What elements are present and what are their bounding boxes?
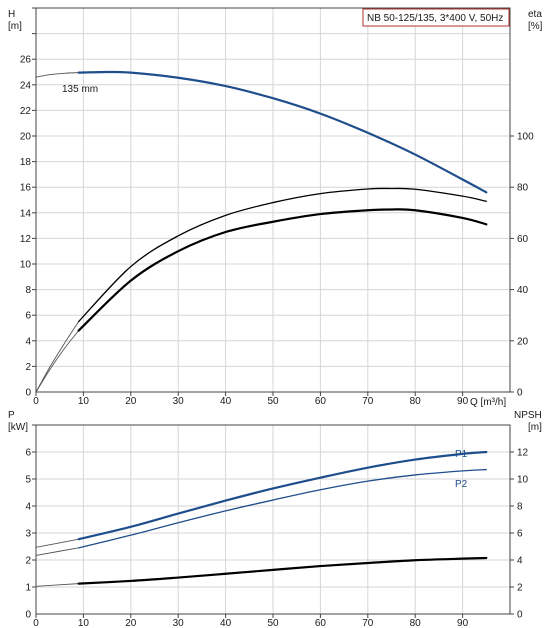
x-tick-label: 30: [173, 618, 185, 628]
y-left-tick-label: 6: [25, 311, 31, 322]
y-left-tick-label: 8: [25, 285, 31, 296]
x-tick-label: 20: [125, 396, 137, 407]
y-right-tick-label: 8: [517, 502, 523, 513]
y-left-tick-label: 5: [25, 475, 31, 486]
x-tick-label: 0: [33, 618, 39, 628]
y-left-tick-label: 0: [25, 388, 31, 399]
curve-label-p2: P2: [455, 479, 468, 490]
series-135-mm: [77, 70, 488, 194]
x-tick-label: 40: [220, 396, 232, 407]
x-tick-label: 90: [457, 618, 469, 628]
x-tick-label: 50: [267, 618, 279, 628]
series-eta: [77, 208, 488, 332]
bottom-y-right-label-2: [m]: [528, 422, 542, 433]
curves: [35, 70, 488, 587]
curve-extension: [35, 547, 79, 556]
top-y-left-label-2: [m]: [8, 21, 22, 32]
x-tick-label: 40: [220, 618, 232, 628]
top-y-left-label-1: H: [8, 9, 15, 20]
series-npsh: [77, 556, 488, 585]
bottom-y-left-label-1: P: [8, 410, 15, 421]
top-y-right-label-2: [%]: [528, 21, 543, 32]
y-right-tick-label: 40: [517, 285, 529, 296]
y-left-tick-label: 1: [25, 583, 31, 594]
y-left-tick-label: 4: [25, 502, 31, 513]
x-tick-label: 70: [362, 396, 374, 407]
series-p2: [78, 468, 487, 549]
y-left-tick-label: 2: [25, 556, 31, 567]
series-eta-upper: [78, 187, 487, 323]
x-tick-label: 50: [267, 396, 279, 407]
bottom-y-right-label-1: NPSH: [514, 410, 542, 421]
x-tick-label: 20: [125, 618, 137, 628]
y-right-tick-label: 4: [517, 556, 523, 567]
curve-label-p1: P1: [455, 449, 468, 460]
x-tick-label: 60: [315, 396, 327, 407]
curve-label-135mm: 135 mm: [62, 84, 98, 95]
bottom-gridlines: [36, 425, 510, 614]
y-right-tick-label: 12: [517, 448, 529, 459]
y-right-tick-label: 100: [517, 132, 534, 143]
x-tick-label: 90: [457, 396, 469, 407]
bottom-y-left-label-2: [kW]: [8, 422, 28, 433]
x-tick-label: 80: [410, 396, 422, 407]
y-right-tick-label: 80: [517, 183, 529, 194]
y-left-tick-label: 3: [25, 529, 31, 540]
top-x-axis-label: Q [m³/h]: [470, 397, 506, 408]
y-left-tick-label: 4: [25, 336, 31, 347]
y-left-tick-label: 10: [20, 260, 32, 271]
x-tick-label: 10: [78, 396, 90, 407]
y-left-tick-label: 22: [20, 106, 32, 117]
y-right-tick-label: 10: [517, 475, 529, 486]
series-p1: [77, 450, 488, 541]
curve-extension: [35, 72, 79, 78]
y-left-tick-label: 0: [25, 610, 31, 621]
x-tick-label: 70: [362, 618, 374, 628]
y-right-tick-label: 6: [517, 529, 523, 540]
curve-extension: [35, 321, 80, 393]
x-tick-label: 80: [410, 618, 422, 628]
y-right-tick-label: 20: [517, 336, 529, 347]
y-right-tick-label: 0: [517, 388, 523, 399]
y-left-tick-label: 2: [25, 362, 31, 373]
top-y-right-label-1: eta: [528, 9, 542, 20]
curve-extension: [35, 330, 80, 393]
curve-extension: [35, 583, 79, 587]
x-tick-label: 10: [78, 618, 90, 628]
x-tick-label: 30: [173, 396, 185, 407]
y-left-tick-label: 16: [20, 183, 32, 194]
y-right-tick-label: 60: [517, 234, 529, 245]
y-left-tick-label: 24: [20, 80, 32, 91]
top-gridlines: [36, 8, 510, 392]
top-tick-labels: 0 10 20 30 40 50 60 70 80 90024681012141618202224…: [20, 7, 534, 407]
y-left-tick-label: 6: [25, 448, 31, 459]
y-right-tick-label: 0: [517, 610, 523, 621]
curve-extension: [35, 538, 79, 548]
x-tick-label: 0: [33, 396, 39, 407]
chart-title-box: [362, 8, 510, 27]
chart-title: NB 50-125/135, 3*400 V, 50Hz: [367, 13, 503, 24]
y-left-tick-label: 18: [20, 157, 32, 168]
x-tick-label: 60: [315, 618, 327, 628]
y-left-tick-label: 12: [20, 234, 32, 245]
y-right-tick-label: 2: [517, 583, 523, 594]
y-left-tick-label: 20: [20, 132, 32, 143]
y-left-tick-label: 14: [20, 208, 32, 219]
y-left-tick-label: 26: [20, 55, 32, 66]
